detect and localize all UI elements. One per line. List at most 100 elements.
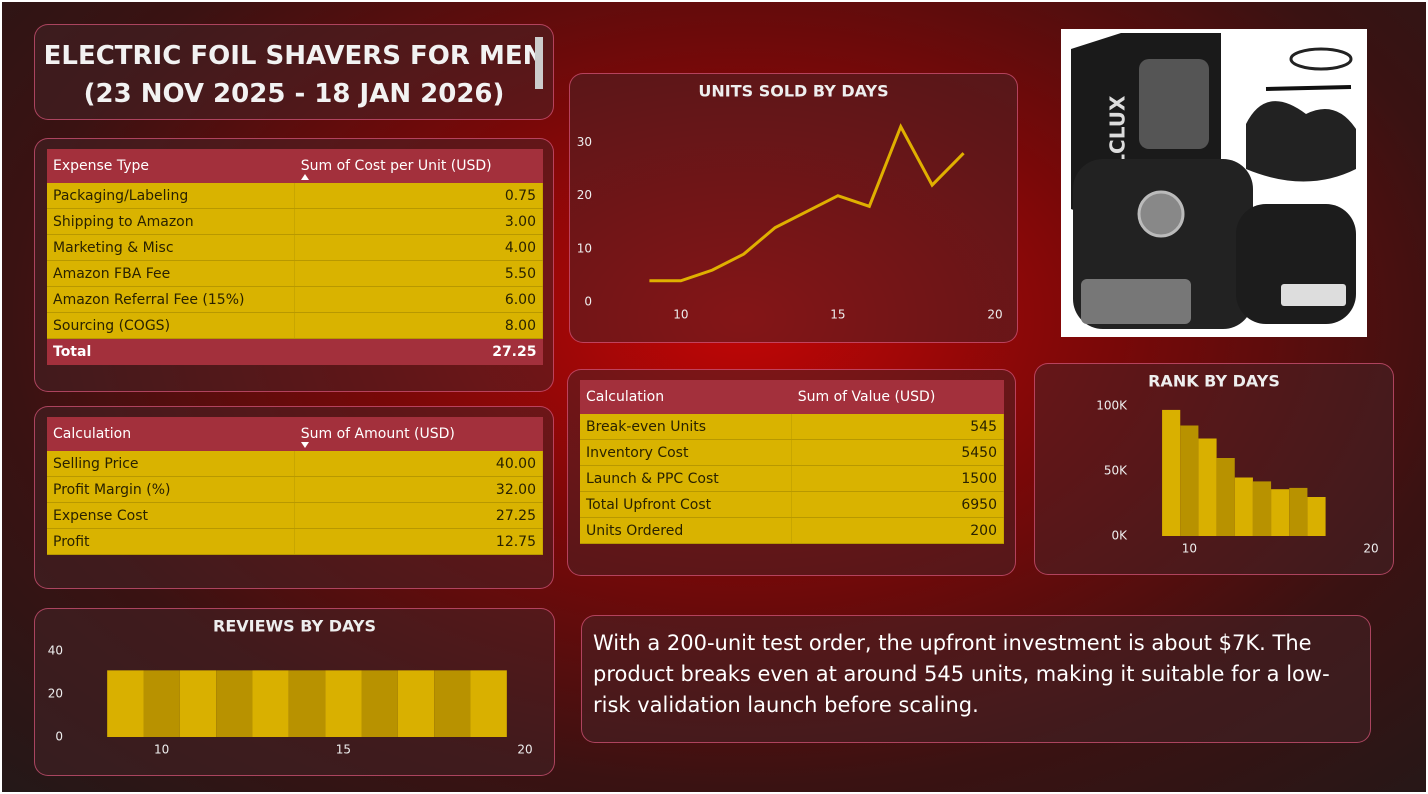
bar bbox=[1271, 489, 1290, 536]
product-image: WELCLUX bbox=[1061, 29, 1367, 337]
y-tick-label: 30 bbox=[577, 135, 592, 149]
bar bbox=[288, 670, 326, 737]
bar bbox=[1252, 481, 1272, 536]
cap bbox=[1246, 101, 1356, 182]
table-row: Amazon FBA Fee 5.50 bbox=[47, 260, 543, 287]
x-tick-label: 20 bbox=[517, 743, 532, 757]
bar bbox=[252, 670, 289, 737]
line-chart: UNITS SOLD BY DAYS 0 10 20 30 10 15 20 bbox=[577, 82, 1003, 322]
table-cell: 1500 bbox=[791, 465, 1004, 492]
column-header: Calculation bbox=[47, 417, 295, 451]
table-row: Marketing & Misc 4.00 bbox=[47, 234, 543, 261]
table-row: Inventory Cost 5450 bbox=[580, 439, 1004, 466]
chart-panel: UNITS SOLD BY DAYS 0 10 20 30 10 15 20 bbox=[569, 73, 1018, 343]
x-tick-label: 10 bbox=[1182, 542, 1197, 556]
bar bbox=[1289, 487, 1308, 536]
table-row: Profit Margin (%) 32.00 bbox=[47, 476, 543, 503]
table-cell: 200 bbox=[791, 517, 1004, 544]
table-row: Expense Cost 27.25 bbox=[47, 502, 543, 529]
table-row: Amazon Referral Fee (15%) 6.00 bbox=[47, 286, 543, 313]
expense-table: Expense Type Sum of Cost per Unit (USD) Pa… bbox=[47, 149, 543, 365]
header-row: Calculation Sum of Amount (USD) bbox=[47, 417, 543, 451]
table-cell: Sourcing (COGS) bbox=[47, 312, 296, 339]
dial bbox=[1137, 190, 1185, 238]
column-header: Calculation bbox=[580, 380, 792, 414]
chart-panel: RANK BY DAYS 0K 50K 100K 10 20 bbox=[1034, 363, 1394, 575]
breakeven-table: Calculation Sum of Value (USD) Break-even … bbox=[580, 380, 1004, 544]
bar bbox=[397, 670, 435, 737]
table-cell: Profit Margin (%) bbox=[47, 476, 296, 503]
title-accent bbox=[535, 37, 543, 89]
table-cell: Expense Cost bbox=[47, 502, 296, 529]
title: ELECTRIC FOIL SHAVERS FOR MEN bbox=[43, 41, 545, 71]
x-tick-label: 20 bbox=[1363, 542, 1378, 556]
table-cell: Marketing & Misc bbox=[47, 234, 296, 261]
bar bbox=[1180, 425, 1199, 536]
x-tick-label: 10 bbox=[154, 743, 169, 757]
header-row: Expense Type Sum of Cost per Unit (USD) bbox=[47, 149, 543, 183]
bar bbox=[143, 670, 180, 737]
bar bbox=[1216, 458, 1235, 536]
table-panel: Calculation Sum of Amount (USD) Selling Pr… bbox=[34, 406, 554, 589]
y-tick-label: 0 bbox=[55, 730, 63, 744]
table-row: Sourcing (COGS) 8.00 bbox=[47, 312, 543, 339]
summary-text: With a 200-unit test order, the upfront … bbox=[593, 631, 1330, 717]
chart-title: RANK BY DAYS bbox=[1148, 372, 1280, 391]
brush bbox=[1265, 85, 1352, 91]
table-row: Profit 12.75 bbox=[47, 528, 543, 555]
chart-title: REVIEWS BY DAYS bbox=[213, 617, 376, 636]
table-cell: 5450 bbox=[791, 439, 1004, 466]
y-tick-label: 20 bbox=[577, 188, 592, 202]
table-cell: 32.00 bbox=[294, 476, 543, 503]
table-cell: 6950 bbox=[791, 491, 1004, 518]
bar bbox=[1234, 477, 1253, 536]
table-cell: Total Upfront Cost bbox=[580, 491, 793, 518]
x-tick-label: 15 bbox=[336, 743, 351, 757]
bar bbox=[434, 670, 471, 737]
summary-panel: With a 200-unit test order, the upfront … bbox=[581, 615, 1371, 743]
bar bbox=[325, 670, 362, 737]
column-header: Sum of Cost per Unit (USD) bbox=[294, 149, 543, 183]
table-cell: 5.50 bbox=[294, 260, 543, 287]
table-row: Selling Price 40.00 bbox=[47, 451, 543, 477]
table-cell: 545 bbox=[791, 414, 1004, 440]
table-cell: 12.75 bbox=[294, 528, 543, 555]
table-cell: 4.00 bbox=[294, 234, 543, 261]
header-row: Calculation Sum of Value (USD) bbox=[580, 380, 1004, 414]
column-header: Sum of Amount (USD) bbox=[294, 417, 543, 451]
total-row: Total 27.25 bbox=[47, 338, 543, 365]
title-panel: ELECTRIC FOIL SHAVERS FOR MEN (23 NOV 20… bbox=[34, 24, 554, 120]
y-tick-label: 50K bbox=[1104, 464, 1128, 478]
bar bbox=[107, 670, 144, 737]
foil bbox=[1081, 279, 1191, 324]
bar bbox=[361, 670, 398, 737]
table-cell: Amazon FBA Fee bbox=[47, 260, 296, 287]
pricing-table: Calculation Sum of Amount (USD) Selling Pr… bbox=[47, 417, 543, 555]
bar bbox=[1307, 497, 1326, 536]
display bbox=[1281, 284, 1346, 306]
table-cell: 40.00 bbox=[294, 451, 543, 477]
table-cell: Shipping to Amazon bbox=[47, 208, 296, 235]
x-tick-label: 10 bbox=[673, 308, 688, 322]
bar bbox=[470, 670, 507, 737]
table-cell: Profit bbox=[47, 528, 296, 555]
table-row: Packaging/Labeling 0.75 bbox=[47, 183, 543, 209]
table-cell: Amazon Referral Fee (15%) bbox=[47, 286, 296, 313]
y-tick-label: 10 bbox=[577, 241, 592, 255]
table-cell: 3.00 bbox=[294, 208, 543, 235]
foil-head bbox=[1139, 59, 1209, 149]
cable bbox=[1289, 47, 1353, 71]
table-cell: 8.00 bbox=[294, 312, 543, 339]
y-tick-label: 20 bbox=[48, 687, 63, 701]
table-row: Shipping to Amazon 3.00 bbox=[47, 208, 543, 235]
table-cell: 27.25 bbox=[294, 502, 543, 529]
y-tick-label: 40 bbox=[48, 644, 63, 658]
y-tick-label: 0 bbox=[584, 295, 592, 309]
total-cell: Total bbox=[47, 338, 295, 365]
table-cell: Break-even Units bbox=[580, 414, 793, 440]
chart-title: UNITS SOLD BY DAYS bbox=[698, 82, 888, 101]
total-cell: 27.25 bbox=[294, 338, 543, 365]
column-header: Sum of Value (USD) bbox=[791, 380, 1004, 414]
table-panel: Expense Type Sum of Cost per Unit (USD) Pa… bbox=[34, 138, 554, 392]
